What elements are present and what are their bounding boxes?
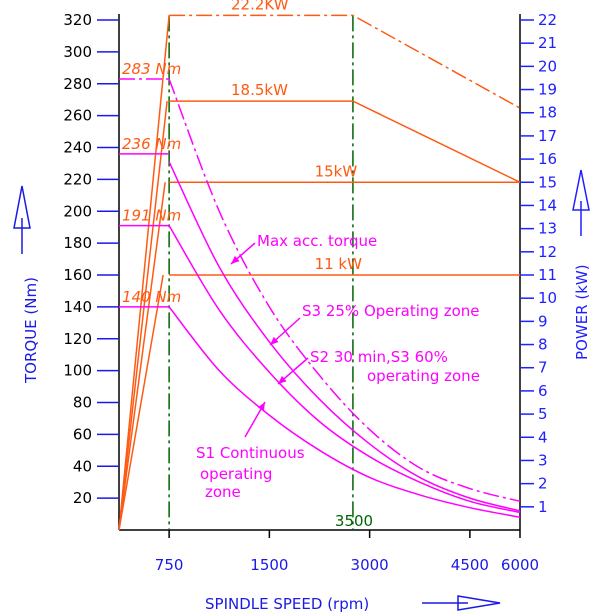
power-lines: 22.2KW 18.5kW 15kW 11 kW [118, 0, 521, 531]
power-tick-label-3: 3 [538, 451, 548, 469]
power-tick-label-14: 14 [538, 196, 557, 214]
power-ramp-15kw [118, 182, 166, 531]
torque-curve-max-acc-torque [168, 78, 521, 503]
speed-axis: 750 1500 3000 4500 6000 [155, 530, 539, 574]
power-tick-label-1: 1 [538, 498, 548, 516]
torque-tick-label-160: 160 [63, 266, 92, 284]
power-tick-label-22: 22 [538, 11, 557, 29]
power-tick-label-8: 8 [538, 336, 548, 354]
torque-tick-label-320: 320 [63, 11, 92, 29]
power-tick-label-9: 9 [538, 312, 548, 330]
guide-label-3500: 3500 [335, 512, 373, 530]
power-tick-label-5: 5 [538, 405, 548, 423]
annotations: Max acc. torque S3 25% Operating zone S2… [196, 232, 480, 501]
power-ramp-11-kw [118, 274, 164, 531]
max-acc-torque-label: Max acc. torque [257, 232, 377, 250]
torque-curve-s1-continuous-operating-zone [168, 306, 521, 518]
power-tick-label-20: 20 [538, 57, 557, 75]
torque-tick-label-20: 20 [73, 489, 92, 507]
s2-arrow-icon-head [278, 375, 287, 384]
power-tick-label-17: 17 [538, 127, 557, 145]
torque-level-label-140-nm: 140 Nm [122, 288, 181, 306]
axis-titles: SPINDLE SPEED (rpm) TORQUE (Nm) POWER (k… [22, 264, 591, 613]
s1-arrow-icon-head [257, 402, 265, 411]
torque-tick-label-240: 240 [63, 139, 92, 157]
y-right-axis-title: POWER (kW) [573, 264, 591, 360]
torque-tick-label-120: 120 [63, 330, 92, 348]
power-tick-label-21: 21 [538, 34, 557, 52]
torque-axis: 20 40 60 80 100 120 140 160 180 200 220 240 260 280 30… [63, 11, 119, 507]
s2-arrow-icon [277, 357, 309, 385]
power-label-15kw: 15kW [315, 162, 358, 180]
s1-zone-label-line2: operating [200, 465, 272, 483]
torque-tick-label-180: 180 [63, 234, 92, 252]
axis-arrows [13, 169, 590, 611]
power-ramp-18-5kw [118, 101, 168, 531]
s1-zone-label-line3: zone [205, 483, 241, 501]
s2-zone-label-line2: operating zone [367, 367, 480, 385]
torque-level-label-283-nm: 283 Nm [122, 60, 181, 78]
speed-tick-label-4500: 4500 [451, 556, 489, 574]
power-tick-label-10: 10 [538, 289, 557, 307]
torque-tick-label-220: 220 [63, 170, 92, 188]
torque-curves: 283 Nm 236 Nm 191 Nm 140 Nm [119, 60, 521, 518]
power-line-22-2kw [169, 14, 521, 109]
torque-curve-s2-30-min-s3-60-operating-zone [168, 225, 521, 514]
y-left-axis-arrow-icon [13, 185, 31, 254]
power-tick-label-16: 16 [538, 150, 557, 168]
torque-tick-label-100: 100 [63, 362, 92, 380]
power-label-22-2kw: 22.2KW [231, 0, 289, 13]
plot-frame [118, 14, 521, 531]
power-tick-label-12: 12 [538, 243, 557, 261]
power-tick-label-2: 2 [538, 475, 548, 493]
power-label-11-kw: 11 kW [315, 255, 363, 273]
s3-arrow-icon-head [270, 336, 279, 345]
speed-tick-label-3000: 3000 [351, 556, 389, 574]
torque-tick-label-80: 80 [73, 394, 92, 412]
speed-tick-label-1500: 1500 [250, 556, 288, 574]
torque-level-label-236-nm: 236 Nm [122, 135, 181, 153]
s1-arrow-icon [244, 401, 266, 438]
power-line-18-5kw [169, 100, 521, 183]
y-right-axis-arrow-icon [572, 169, 590, 236]
s2-zone-label-line1: S2 30 min,S3 60% [310, 348, 448, 366]
speed-tick-label-750: 750 [155, 556, 184, 574]
s1-zone-label-line1: S1 Continuous [196, 444, 305, 462]
x-axis-arrow-icon [422, 595, 501, 611]
torque-tick-label-300: 300 [63, 43, 92, 61]
s3-25-zone-label: S3 25% Operating zone [302, 302, 480, 320]
power-tick-label-19: 19 [538, 81, 557, 99]
torque-tick-label-60: 60 [73, 425, 92, 443]
max-acc-arrow-icon [230, 242, 256, 265]
power-tick-label-13: 13 [538, 220, 557, 238]
torque-tick-label-200: 200 [63, 202, 92, 220]
torque-level-label-191-nm: 191 Nm [122, 207, 181, 225]
s3-arrow-icon [269, 317, 301, 346]
power-tick-label-7: 7 [538, 359, 548, 377]
speed-tick-label-6000: 6000 [501, 556, 539, 574]
power-label-18-5kw: 18.5kW [231, 81, 288, 99]
x-axis-title: SPINDLE SPEED (rpm) [205, 595, 369, 613]
y-left-axis-title: TORQUE (Nm) [22, 277, 40, 384]
power-tick-label-15: 15 [538, 173, 557, 191]
power-tick-label-18: 18 [538, 104, 557, 122]
power-ramp-22-2kw [118, 15, 170, 531]
max-acc-arrow-icon-head [231, 255, 240, 264]
power-tick-label-11: 11 [538, 266, 557, 284]
torque-curve-s3-25-operating-zone [168, 161, 521, 512]
torque-tick-label-40: 40 [73, 457, 92, 475]
torque-tick-label-140: 140 [63, 298, 92, 316]
torque-tick-label-280: 280 [63, 75, 92, 93]
power-tick-label-6: 6 [538, 382, 548, 400]
power-tick-label-4: 4 [538, 428, 548, 446]
torque-tick-label-260: 260 [63, 107, 92, 125]
